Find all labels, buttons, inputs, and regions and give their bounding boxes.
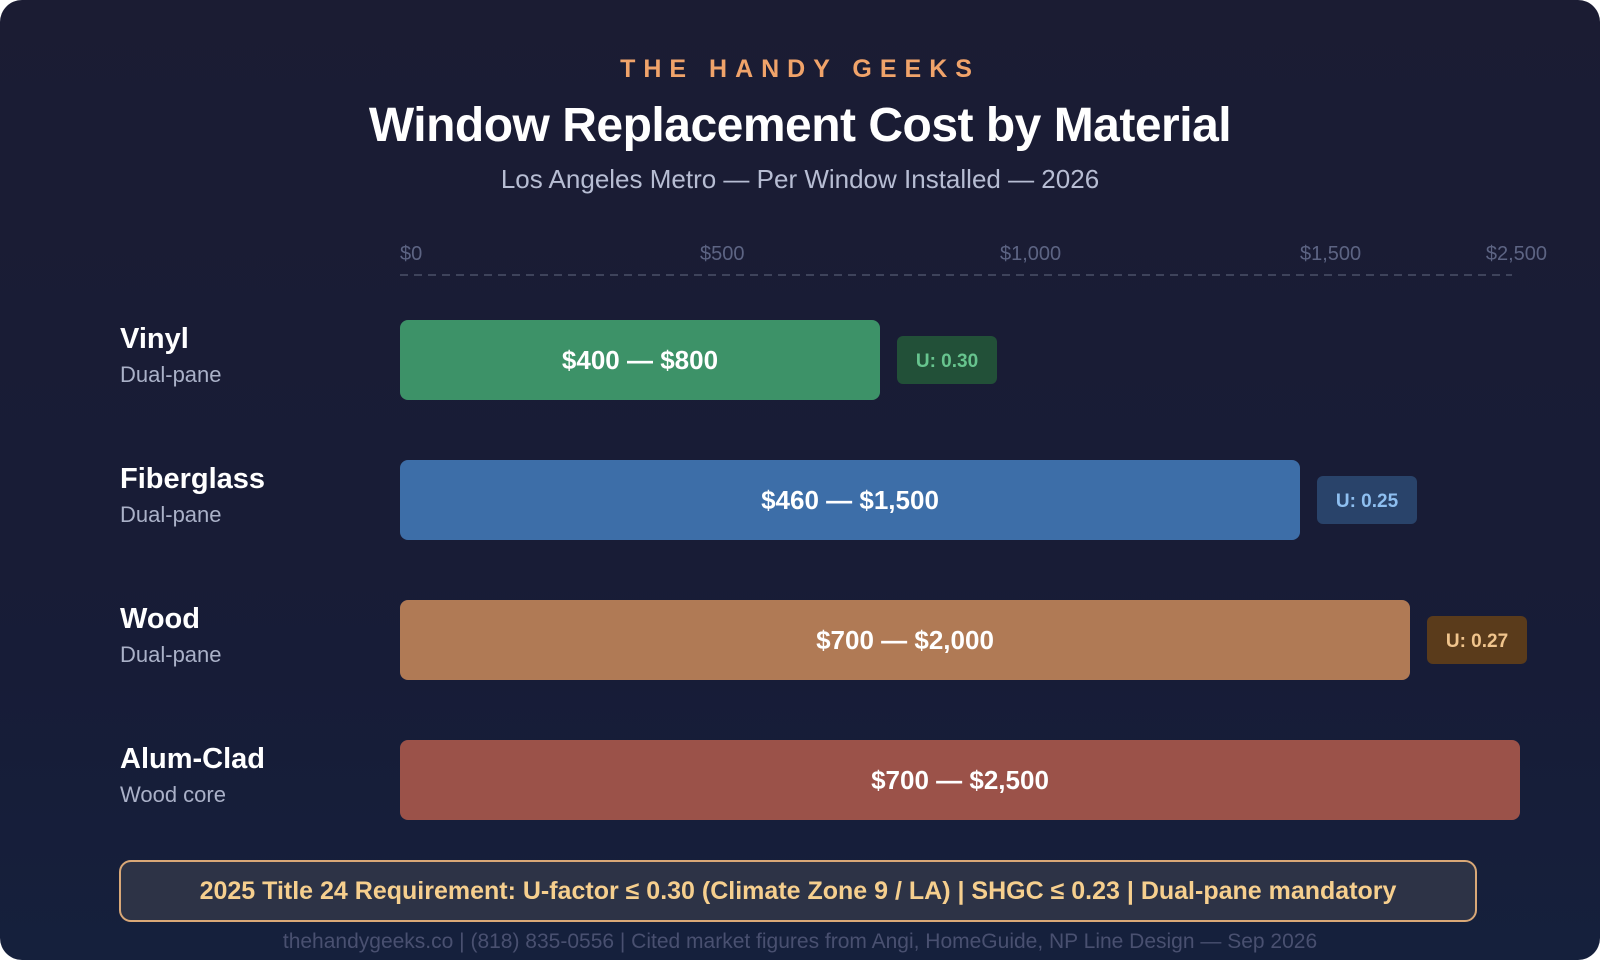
row-fiberglass: Fiberglass Dual-pane $460 — $1,500 U: 0.25 — [120, 460, 1417, 540]
row-alum-clad: Alum-Clad Wood core $700 — $2,500 — [120, 740, 1520, 820]
category-label: Vinyl — [120, 323, 189, 355]
range-bar — [400, 320, 880, 400]
u-factor-badge — [897, 336, 997, 384]
category-sublabel: Wood core — [120, 782, 226, 807]
chart-subtitle: Los Angeles Metro — Per Window Installed… — [500, 164, 1100, 194]
u-factor-badge — [1427, 616, 1527, 664]
category-sublabel: Dual-pane — [120, 362, 222, 387]
footer-credits: thehandygeeks.co | (818) 835-0556 | Cite… — [282, 930, 1318, 953]
row-wood: Wood Dual-pane $700 — $2,000 U: 0.27 — [120, 600, 1527, 680]
chart-title: Window Replacement Cost by Material — [368, 99, 1232, 152]
brand-name: THE HANDY GEEKS — [620, 55, 980, 83]
category-label: Alum-Clad — [120, 743, 265, 775]
x-tick-label: $1,500 — [1300, 243, 1361, 265]
chart-rows: Vinyl Dual-pane $400 — $800 U: 0.30 Fibergla… — [120, 320, 1527, 820]
row-vinyl: Vinyl Dual-pane $400 — $800 U: 0.30 — [120, 320, 997, 400]
x-axis-ticks: $0 $500 $1,000 $1,500 $2,500 — [400, 243, 1547, 265]
bar-value-label: $700 — $2,000 — [816, 625, 994, 655]
x-tick-label: $500 — [700, 243, 745, 265]
range-bar — [400, 740, 1520, 820]
u-factor-label: U: 0.25 — [1336, 491, 1399, 512]
u-factor-label: U: 0.27 — [1446, 631, 1508, 652]
category-label: Wood — [120, 603, 200, 635]
range-bar — [400, 460, 1300, 540]
x-tick-label: $0 — [400, 243, 422, 265]
u-factor-badge — [1317, 476, 1417, 524]
bar-value-label: $400 — $800 — [562, 345, 718, 375]
range-bar — [400, 600, 1410, 680]
x-tick-label: $2,500 — [1486, 243, 1547, 265]
category-sublabel: Dual-pane — [120, 502, 222, 527]
x-tick-label: $1,000 — [1000, 243, 1061, 265]
category-label: Fiberglass — [120, 463, 265, 495]
category-sublabel: Dual-pane — [120, 642, 222, 667]
bar-value-label: $700 — $2,500 — [871, 765, 1049, 795]
u-factor-label: U: 0.30 — [916, 351, 978, 372]
bar-value-label: $460 — $1,500 — [761, 485, 939, 515]
title24-requirement-banner: 2025 Title 24 Requirement: U-factor ≤ 0.… — [119, 860, 1477, 922]
